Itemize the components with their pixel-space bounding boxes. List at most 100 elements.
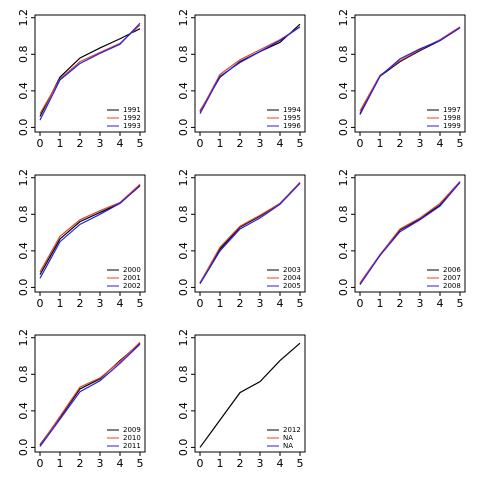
y-tick-label: 0.4 [17, 242, 30, 260]
legend-label: 1995 [283, 114, 301, 122]
x-tick-label: 1 [217, 457, 224, 470]
legend-label: 1997 [443, 106, 461, 114]
y-tick-label: 1.2 [17, 169, 30, 187]
legend-label: 2002 [123, 282, 141, 290]
y-tick-label: 0.4 [177, 82, 190, 100]
x-tick-label: 3 [257, 137, 264, 150]
y-tick-label: 0.0 [337, 119, 350, 137]
y-tick-label: 0.4 [17, 82, 30, 100]
x-tick-label: 4 [437, 137, 444, 150]
x-tick-label: 2 [237, 137, 244, 150]
x-tick-label: 2 [237, 297, 244, 310]
x-tick-label: 4 [437, 297, 444, 310]
x-tick-label: 0 [37, 457, 44, 470]
y-tick-label: 1.2 [17, 9, 30, 27]
x-tick-label: 1 [377, 297, 384, 310]
x-tick-label: 1 [57, 297, 64, 310]
y-tick-label: 0.8 [177, 366, 190, 384]
series-line [199, 26, 301, 113]
legend-label: 1994 [283, 106, 301, 114]
x-tick-label: 5 [457, 297, 464, 310]
x-tick-label: 2 [77, 137, 84, 150]
y-tick-label: 0.8 [17, 46, 30, 64]
series-line [39, 22, 141, 121]
x-tick-label: 0 [197, 457, 204, 470]
x-tick-label: 5 [457, 137, 464, 150]
legend-label: 2003 [283, 266, 301, 274]
series-line [359, 27, 461, 115]
y-tick-label: 0.4 [177, 242, 190, 260]
series-line [359, 27, 461, 115]
legend-label: NA [283, 442, 293, 450]
legend-label: 2004 [283, 274, 301, 282]
legend-label: 2012 [283, 426, 301, 434]
legend-label: 2005 [283, 282, 301, 290]
x-tick-label: 3 [417, 137, 424, 150]
y-tick-label: 1.2 [337, 9, 350, 27]
y-tick-label: 1.2 [337, 169, 350, 187]
y-tick-label: 1.2 [177, 9, 190, 27]
x-tick-label: 0 [357, 137, 364, 150]
y-tick-label: 0.0 [337, 279, 350, 297]
x-tick-label: 2 [77, 457, 84, 470]
plot-frame [34, 174, 146, 293]
y-tick-label: 0.8 [337, 206, 350, 224]
x-tick-label: 4 [117, 297, 124, 310]
x-tick-label: 5 [137, 297, 144, 310]
legend-label: NA [283, 434, 293, 442]
x-tick-label: 1 [57, 457, 64, 470]
legend-label: 2007 [443, 274, 461, 282]
legend-label: 1999 [443, 122, 461, 130]
x-tick-label: 1 [217, 297, 224, 310]
y-tick-label: 0.8 [17, 206, 30, 224]
x-tick-label: 5 [137, 137, 144, 150]
y-tick-label: 0.0 [177, 439, 190, 457]
x-tick-label: 0 [37, 297, 44, 310]
y-tick-label: 0.8 [177, 206, 190, 224]
plot-frame [34, 14, 146, 133]
series-line [359, 180, 461, 284]
plot-frame [34, 334, 146, 453]
legend-label: 2000 [123, 266, 141, 274]
x-tick-label: 5 [297, 457, 304, 470]
x-tick-label: 3 [257, 457, 264, 470]
x-tick-label: 5 [297, 137, 304, 150]
y-tick-label: 1.2 [177, 169, 190, 187]
plot-frame [354, 14, 466, 133]
y-tick-label: 0.0 [177, 119, 190, 137]
y-tick-label: 0.0 [17, 279, 30, 297]
x-tick-label: 3 [417, 297, 424, 310]
x-tick-label: 4 [277, 457, 284, 470]
y-tick-label: 0.8 [337, 46, 350, 64]
legend-label: 2001 [123, 274, 141, 282]
x-tick-label: 0 [357, 297, 364, 310]
legend-label: 1993 [123, 122, 141, 130]
x-tick-label: 4 [117, 457, 124, 470]
plot-frame [194, 14, 306, 133]
legend-label: 2011 [123, 442, 141, 450]
legend-label: 2010 [123, 434, 141, 442]
x-tick-label: 4 [277, 297, 284, 310]
x-tick-label: 1 [57, 137, 64, 150]
x-tick-label: 4 [117, 137, 124, 150]
y-tick-label: 1.2 [17, 329, 30, 347]
legend-label: 1991 [123, 106, 141, 114]
x-tick-label: 2 [77, 297, 84, 310]
y-tick-label: 1.2 [177, 329, 190, 347]
x-tick-label: 1 [377, 137, 384, 150]
x-tick-label: 5 [297, 297, 304, 310]
x-tick-label: 2 [397, 137, 404, 150]
x-tick-label: 1 [217, 137, 224, 150]
x-tick-label: 3 [97, 297, 104, 310]
series-line [39, 343, 141, 447]
y-tick-label: 0.4 [337, 82, 350, 100]
x-tick-label: 5 [137, 457, 144, 470]
